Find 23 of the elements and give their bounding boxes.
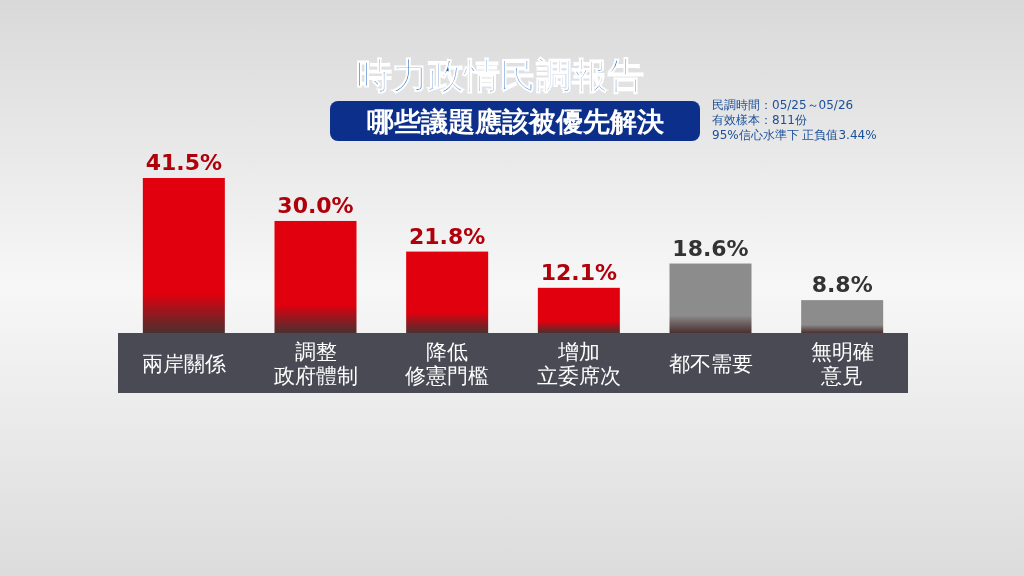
text: 有效樣本：811份: [712, 113, 807, 127]
data-label: 21.8%: [409, 223, 486, 249]
x-tick-label: 無明確意見: [810, 340, 874, 388]
x-tick-label: 兩岸關係: [141, 352, 226, 376]
bar: [801, 300, 884, 333]
data-label: 41.5%: [145, 150, 222, 175]
data-label: 18.6%: [672, 235, 749, 261]
bar: [669, 263, 752, 333]
data-label: 8.8%: [811, 272, 873, 298]
chart-subtitle: 哪些議題應該被優先解決: [366, 106, 664, 137]
data-label: 12.1%: [540, 259, 617, 285]
x-tick-label: 增加立委席次: [536, 340, 621, 388]
bar: [142, 178, 225, 333]
chart-title: 時力政情民調報告: [356, 55, 644, 96]
x-tick-label: 降低修憲門檻: [405, 340, 490, 388]
text: 95%信心水準下 正負值3.44%: [712, 128, 877, 142]
x-tick-label: 都不需要: [668, 352, 753, 376]
bar: [406, 251, 489, 333]
bar: [274, 220, 357, 333]
data-label: 30.0%: [277, 192, 354, 218]
text: 民調時間：05/25～05/26: [712, 98, 854, 112]
x-tick-label: 調整政府體制: [273, 340, 358, 388]
bar: [537, 287, 620, 333]
